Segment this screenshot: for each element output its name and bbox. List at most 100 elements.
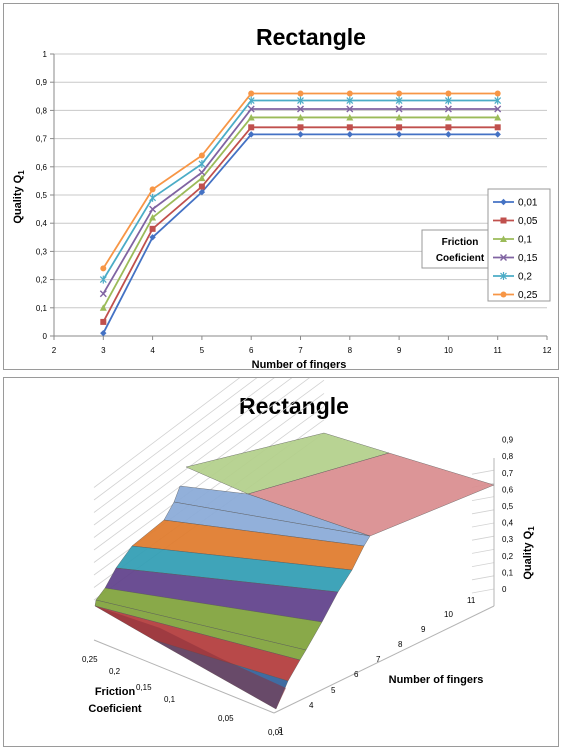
x-tick-label: 5 <box>200 346 205 355</box>
data-point <box>297 124 304 131</box>
data-point <box>149 205 157 213</box>
legend-title-line2: Coeficient <box>436 253 485 264</box>
data-point <box>500 254 507 261</box>
data-point <box>445 124 452 131</box>
data-point <box>198 152 205 159</box>
data-point <box>346 90 353 97</box>
data-point <box>395 131 403 138</box>
surface-z-axis-title-sub: 1 <box>527 526 536 531</box>
data-point <box>100 318 107 325</box>
gridlines <box>54 53 547 309</box>
x-tick-label: 4 <box>309 701 314 710</box>
data-point <box>198 188 206 196</box>
data-point <box>396 124 403 131</box>
data-point <box>99 290 107 298</box>
y-tick-label: 1 <box>43 50 48 59</box>
y-tick-label: 0,2 <box>109 667 121 676</box>
y-tick-label: 0,05 <box>218 714 234 723</box>
data-point <box>500 291 507 298</box>
data-point <box>396 90 403 97</box>
data-point <box>444 105 452 113</box>
x-tick-label: 6 <box>249 346 254 355</box>
data-point <box>149 214 157 221</box>
y-tick-label: 0,8 <box>36 106 48 115</box>
x-tick-label: 9 <box>397 346 402 355</box>
side-wall-gridline <box>471 509 495 515</box>
x-tick-label: 11 <box>467 596 476 605</box>
legend-box <box>487 188 551 302</box>
x-tick-label: 4 <box>150 346 155 355</box>
x-tick-label: 8 <box>398 640 403 649</box>
x-tick-label: 7 <box>298 346 303 355</box>
side-wall-gridline <box>471 562 495 567</box>
x-tick-label: 5 <box>331 686 336 695</box>
z-tick-label: 0,4 <box>502 519 514 528</box>
x-tick-label: 3 <box>278 726 283 735</box>
side-wall-gridline <box>471 588 495 594</box>
y-tick-label: 0,4 <box>36 219 48 228</box>
legend-title-line1: Friction <box>442 237 479 248</box>
legend-label: 0,01 <box>518 198 538 209</box>
data-point <box>494 124 501 131</box>
x-tick-label: 6 <box>354 670 359 679</box>
data-point <box>395 105 403 113</box>
x-tick-label: 10 <box>444 610 453 619</box>
back-wall-gridline <box>93 353 325 526</box>
surface-chart: Rectangle 0 0,1 0,2 0,3 0,4 0,5 0,6 0,7 0,8 0,9 4 5… <box>82 313 536 737</box>
legend-label: 0,15 <box>518 253 538 264</box>
data-point <box>198 174 206 182</box>
side-wall-gridline <box>471 575 495 581</box>
x-tick-label: 11 <box>494 346 503 355</box>
back-wall-gridline <box>93 393 325 563</box>
series-lines <box>99 90 502 337</box>
x-tick-label: 3 <box>101 346 106 355</box>
side-wall-gridline <box>471 549 495 554</box>
side-wall-gridline <box>471 522 495 528</box>
y-tick-label: 0,25 <box>82 655 98 664</box>
data-point <box>346 113 354 121</box>
y-tick-label: 0,3 <box>36 247 48 256</box>
surface-y-axis-title-line2: Coeficient <box>88 703 142 715</box>
data-point <box>248 131 255 138</box>
x-tick-label: 10 <box>444 346 453 355</box>
surface-z-axis-title-main: Quality Q <box>522 530 534 579</box>
data-point <box>297 131 304 138</box>
data-point <box>247 113 255 121</box>
legend-title: Friction Coeficient <box>421 229 497 269</box>
data-point <box>494 90 501 97</box>
legend-label: 0,05 <box>518 216 538 227</box>
data-point <box>494 105 502 113</box>
data-point <box>494 113 502 121</box>
data-point <box>445 131 452 138</box>
z-tick-label: 0,1 <box>502 568 514 577</box>
legend-label: 0,1 <box>518 235 532 246</box>
back-wall-gridline <box>93 366 325 538</box>
data-point <box>99 304 107 311</box>
z-tick-label: 0,6 <box>502 485 514 494</box>
y-tick-label: 0,1 <box>36 304 48 313</box>
surface-y-axis-title-line1: Friction <box>95 686 136 698</box>
data-point <box>100 329 107 337</box>
x-tick-label: 8 <box>348 346 353 355</box>
data-point <box>500 217 507 224</box>
x-tick-label: 12 <box>543 346 552 355</box>
data-point <box>444 113 452 121</box>
data-point <box>346 105 354 113</box>
data-point <box>248 124 255 131</box>
data-point <box>395 113 403 121</box>
line-chart-panel: Rectangle 0 0,1 0,2 0,3 0,4 0,5 0,6 0,7 0,8 0,9 1 2… <box>3 3 559 371</box>
data-point <box>346 131 353 138</box>
y-tick-label: 0,2 <box>36 276 48 285</box>
y-tick-label: 0,5 <box>36 191 48 200</box>
x-tick-label: 9 <box>421 625 426 634</box>
legend-label: 0,2 <box>518 272 532 283</box>
x-tick-label: 7 <box>376 655 381 664</box>
y-axis-title: Quality Q1 <box>12 170 26 224</box>
line-chart: Rectangle 00,10,20,30,40,50,60,70,80,912… <box>12 24 552 371</box>
z-tick-label: 0,2 <box>502 552 514 561</box>
data-point <box>149 186 156 193</box>
legend: 0,01 0,05 0,1 0,15 0,2 0,25 <box>493 198 538 301</box>
surface-chart-panel: Rectangle 0 0,1 0,2 0,3 0,4 0,5 0,6 0,7 0,8 0,9 4 5… <box>3 313 559 747</box>
y-axis-title-sub: 1 <box>17 170 26 175</box>
surface-x-axis-title: Number of fingers <box>389 674 484 686</box>
